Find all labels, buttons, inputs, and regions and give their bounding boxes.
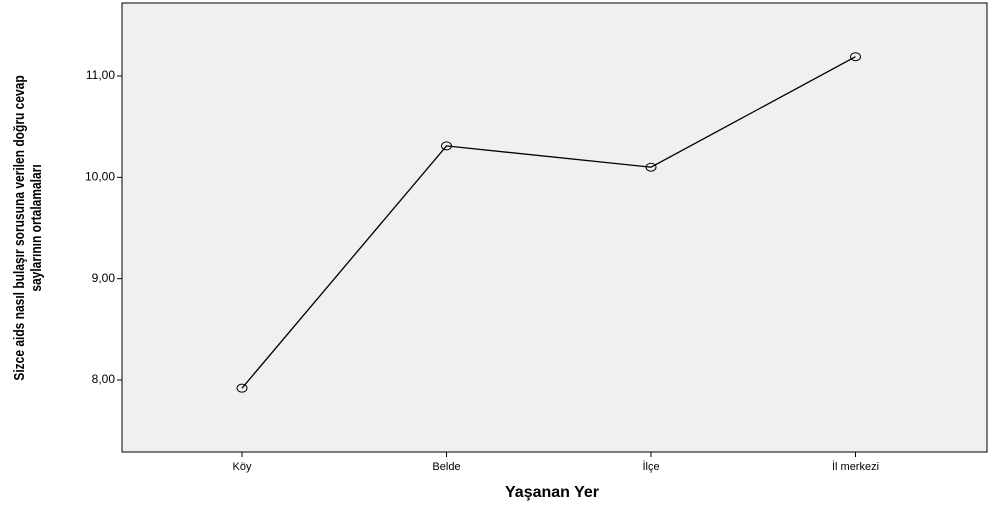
y-tick-label: 11,00: [86, 68, 115, 82]
line: [241, 56, 856, 389]
y-tick-label: 8,00: [92, 372, 116, 386]
y-tick-label: 9,00: [92, 271, 116, 285]
x-tick-label: Köy: [233, 461, 252, 473]
x-tick-label: Belde: [432, 461, 460, 473]
y-axis-title: Sizce aids nasıl bulaşır sorusuna verile…: [11, 75, 45, 380]
point: [236, 383, 248, 393]
x-axis-title: Yaşanan Yer: [505, 484, 599, 501]
x-tick-label: İl merkezi: [832, 460, 879, 473]
y-axis-title-line: Sizce aids nasıl bulaşır sorusuna verile…: [11, 75, 28, 380]
y-axis-title-line: saylarının ortalamaları: [28, 164, 45, 291]
y-tick-label: 10,00: [85, 170, 115, 184]
point: [441, 141, 452, 151]
plot-area: [121, 2, 988, 453]
point: [645, 162, 657, 172]
point: [850, 52, 861, 62]
x-tick-label: İlçe: [642, 460, 659, 473]
